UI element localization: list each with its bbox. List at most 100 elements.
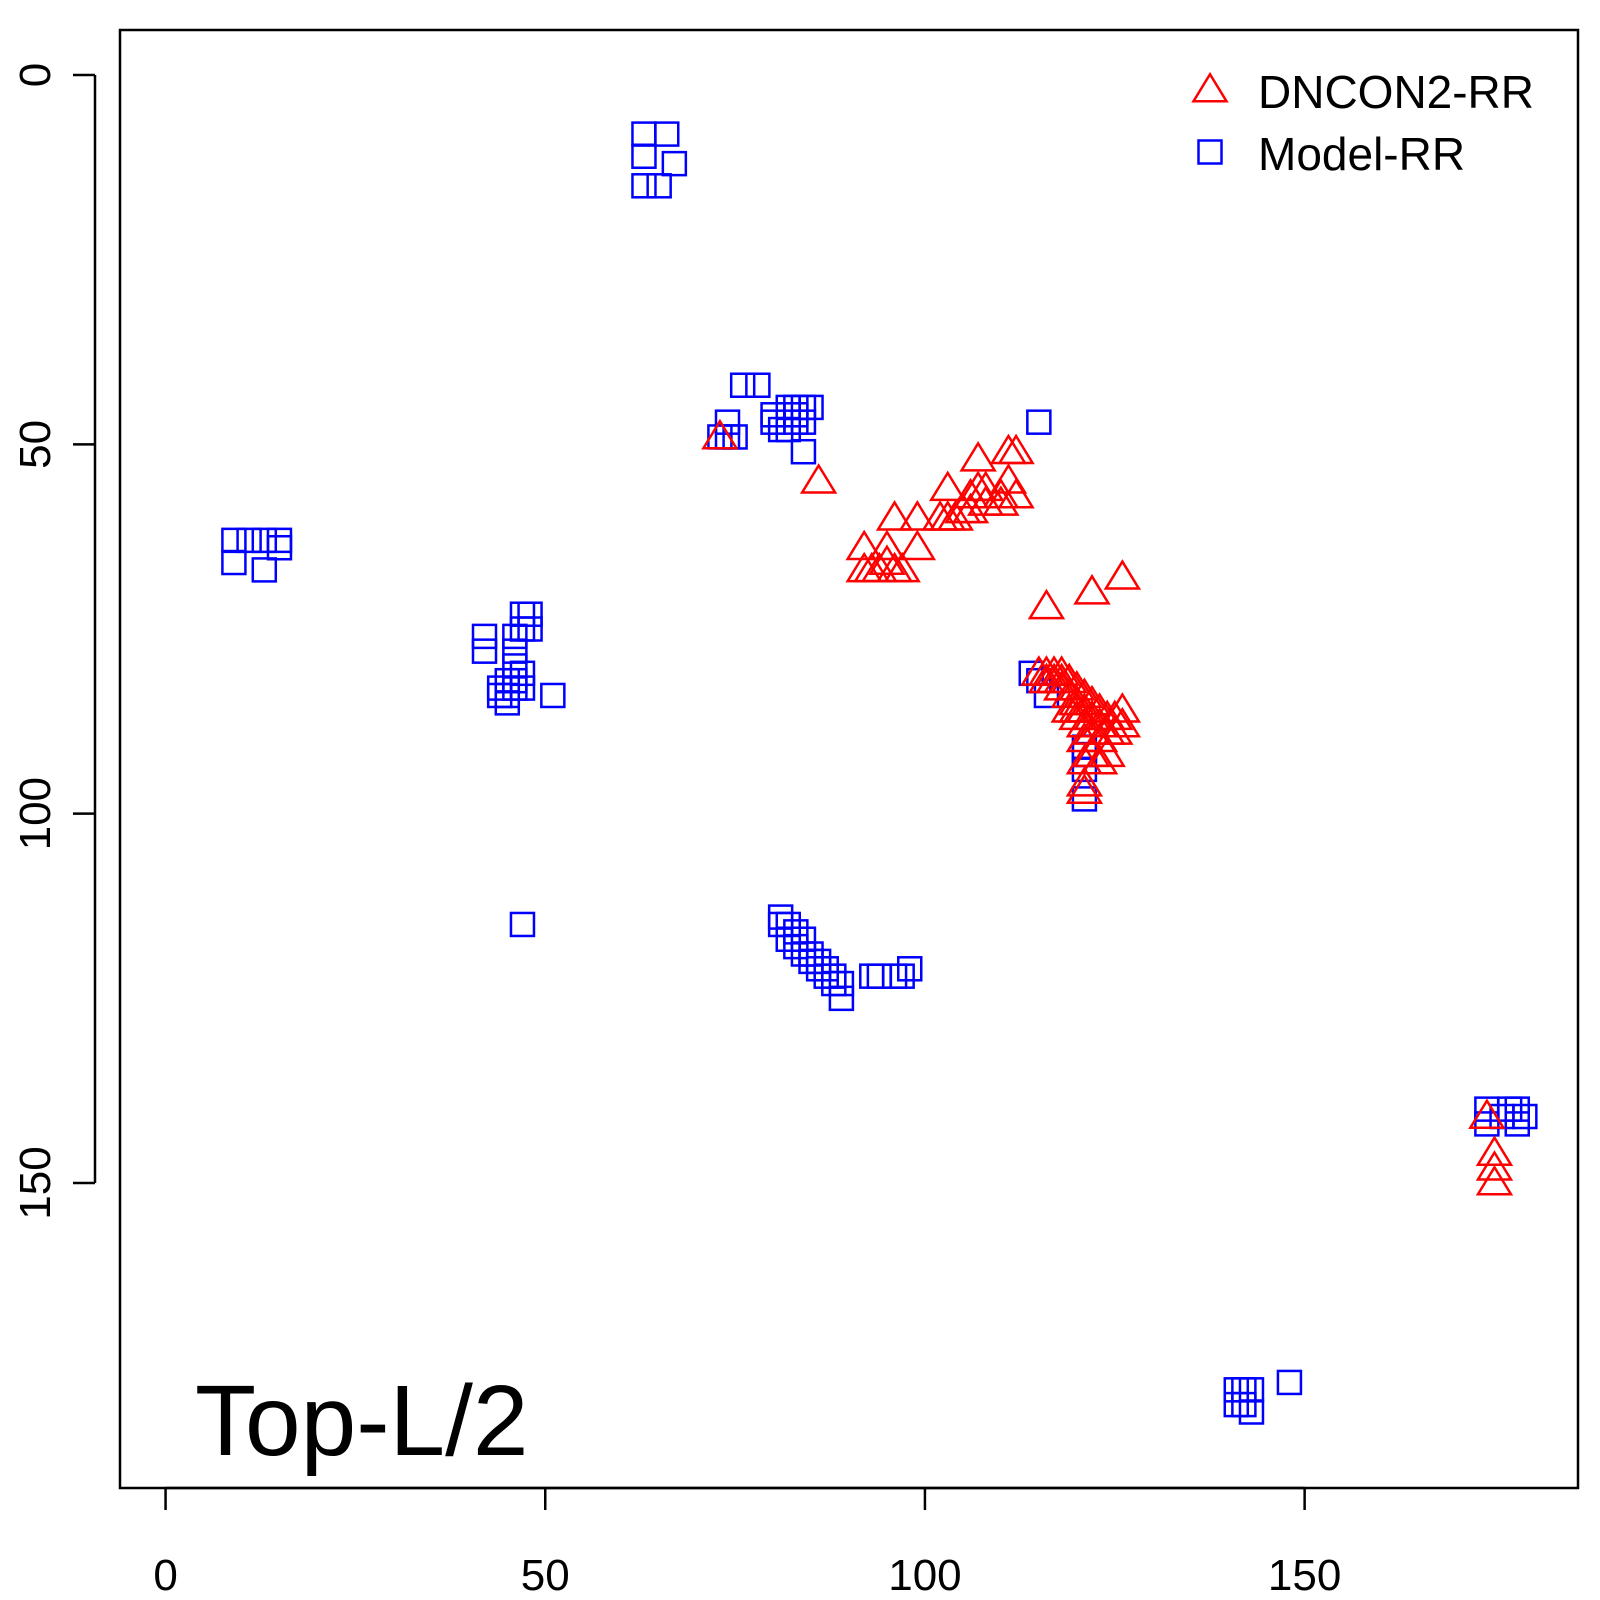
model-rr-point bbox=[775, 926, 801, 952]
model-rr-point bbox=[517, 616, 543, 642]
model-rr-point bbox=[486, 682, 513, 709]
dncon2-rr-point bbox=[875, 500, 914, 531]
model-rr-point bbox=[494, 667, 521, 694]
dncon2-rr-point bbox=[1042, 655, 1081, 686]
dncon2-rr-point bbox=[883, 551, 921, 583]
legend-label: Model-RR bbox=[1258, 128, 1465, 180]
dncon2-rr-point bbox=[868, 529, 906, 561]
model-rr-point bbox=[790, 438, 817, 465]
model-rr-point bbox=[767, 416, 794, 443]
model-rr-point bbox=[1026, 409, 1052, 435]
model-rr-point bbox=[790, 409, 817, 435]
model-rr-point bbox=[881, 963, 908, 989]
model-rr-point bbox=[783, 394, 809, 421]
x-axis: 0 50 100 150 bbox=[153, 1486, 1341, 1600]
dncon2-rr-point bbox=[997, 477, 1035, 509]
dncon2-rr-point bbox=[868, 544, 906, 576]
dncon2-rr-point bbox=[1065, 677, 1104, 708]
model-rr-point bbox=[790, 394, 817, 421]
model-rr-point bbox=[707, 424, 733, 450]
dncon2-rr-point bbox=[1058, 669, 1096, 701]
legend-marker-square bbox=[1197, 139, 1223, 165]
model-rr-point bbox=[502, 667, 528, 694]
model-rr-point bbox=[889, 963, 915, 989]
y-tick-label: 150 bbox=[11, 1146, 60, 1219]
plot-annotation: Top-L/2 bbox=[195, 1365, 529, 1477]
dncon2-rr-point bbox=[1103, 706, 1142, 738]
model-rr-point bbox=[236, 527, 262, 554]
model-rr-point bbox=[859, 963, 885, 989]
model-rr-point bbox=[517, 601, 543, 627]
model-rr-point bbox=[1238, 1399, 1265, 1425]
dncon2-rr-point bbox=[1080, 692, 1119, 723]
dncon2-rr-point bbox=[799, 463, 838, 494]
model-rr-point bbox=[775, 402, 801, 428]
model-rr-point bbox=[821, 970, 847, 997]
dncon2-rr-point bbox=[951, 492, 990, 524]
model-rr-point bbox=[813, 963, 839, 989]
model-rr-point bbox=[502, 675, 528, 701]
model-rr-point bbox=[509, 660, 536, 687]
model-rr-point bbox=[509, 601, 536, 627]
y-axis: 0 50 100 150 bbox=[11, 63, 97, 1220]
y-tick-label: 100 bbox=[11, 777, 60, 850]
y-tick-label: 50 bbox=[11, 420, 60, 469]
model-rr-point bbox=[631, 173, 657, 199]
dncon2-rr-point bbox=[997, 433, 1035, 465]
model-rr-point bbox=[509, 911, 536, 938]
model-rr-point bbox=[760, 402, 786, 428]
model-rr-point bbox=[1504, 1111, 1530, 1137]
model-rr-point bbox=[897, 956, 923, 982]
model-rr-point bbox=[266, 534, 293, 561]
model-rr-point bbox=[1496, 1096, 1523, 1122]
model-rr-point bbox=[783, 933, 809, 960]
dncon2-rr-point bbox=[966, 470, 1005, 502]
model-rr-point bbox=[266, 527, 293, 554]
model-rr-point bbox=[828, 985, 855, 1012]
model-rr-point bbox=[540, 682, 566, 709]
series-model-rr bbox=[221, 121, 1538, 1425]
dncon2-rr-point bbox=[1103, 559, 1142, 590]
model-rr-point bbox=[1474, 1111, 1500, 1137]
model-rr-point bbox=[1504, 1096, 1530, 1122]
model-rr-point bbox=[251, 557, 278, 583]
model-rr-point bbox=[790, 941, 817, 967]
model-rr-point bbox=[1231, 1377, 1257, 1403]
dncon2-rr-point bbox=[982, 485, 1020, 516]
legend-marker-triangle bbox=[1191, 71, 1229, 103]
dncon2-rr-point bbox=[1080, 743, 1119, 775]
model-rr-point bbox=[631, 143, 657, 170]
dncon2-rr-point bbox=[951, 477, 990, 509]
model-rr-point bbox=[798, 394, 824, 421]
dncon2-rr-point bbox=[1050, 662, 1088, 694]
model-rr-point bbox=[486, 675, 513, 701]
model-rr-point bbox=[221, 549, 247, 576]
dncon2-rr-point bbox=[959, 440, 997, 472]
model-rr-point bbox=[798, 941, 824, 967]
plot-frame bbox=[118, 28, 1580, 1490]
dncon2-rr-point bbox=[1073, 684, 1111, 716]
dncon2-rr-point bbox=[1103, 692, 1142, 723]
model-rr-point bbox=[1223, 1391, 1250, 1418]
dncon2-rr-point bbox=[936, 500, 975, 531]
dncon2-rr-point bbox=[1073, 573, 1111, 605]
model-rr-point bbox=[798, 948, 824, 975]
model-rr-point bbox=[760, 409, 786, 435]
model-rr-point bbox=[1238, 1377, 1265, 1403]
model-rr-point bbox=[1512, 1103, 1538, 1130]
model-rr-point bbox=[251, 527, 278, 554]
dncon2-rr-point bbox=[898, 500, 937, 531]
model-rr-point bbox=[828, 970, 855, 997]
dncon2-rr-point bbox=[1065, 765, 1104, 797]
dncon2-rr-point bbox=[1475, 1150, 1514, 1181]
model-rr-point bbox=[745, 372, 771, 398]
model-rr-point bbox=[805, 956, 832, 982]
data-points bbox=[221, 121, 1538, 1425]
model-rr-point bbox=[767, 904, 794, 930]
model-rr-point bbox=[502, 623, 528, 650]
model-rr-point bbox=[494, 690, 521, 716]
model-rr-point bbox=[221, 527, 247, 554]
model-rr-point bbox=[783, 402, 809, 428]
model-rr-point bbox=[509, 675, 536, 701]
